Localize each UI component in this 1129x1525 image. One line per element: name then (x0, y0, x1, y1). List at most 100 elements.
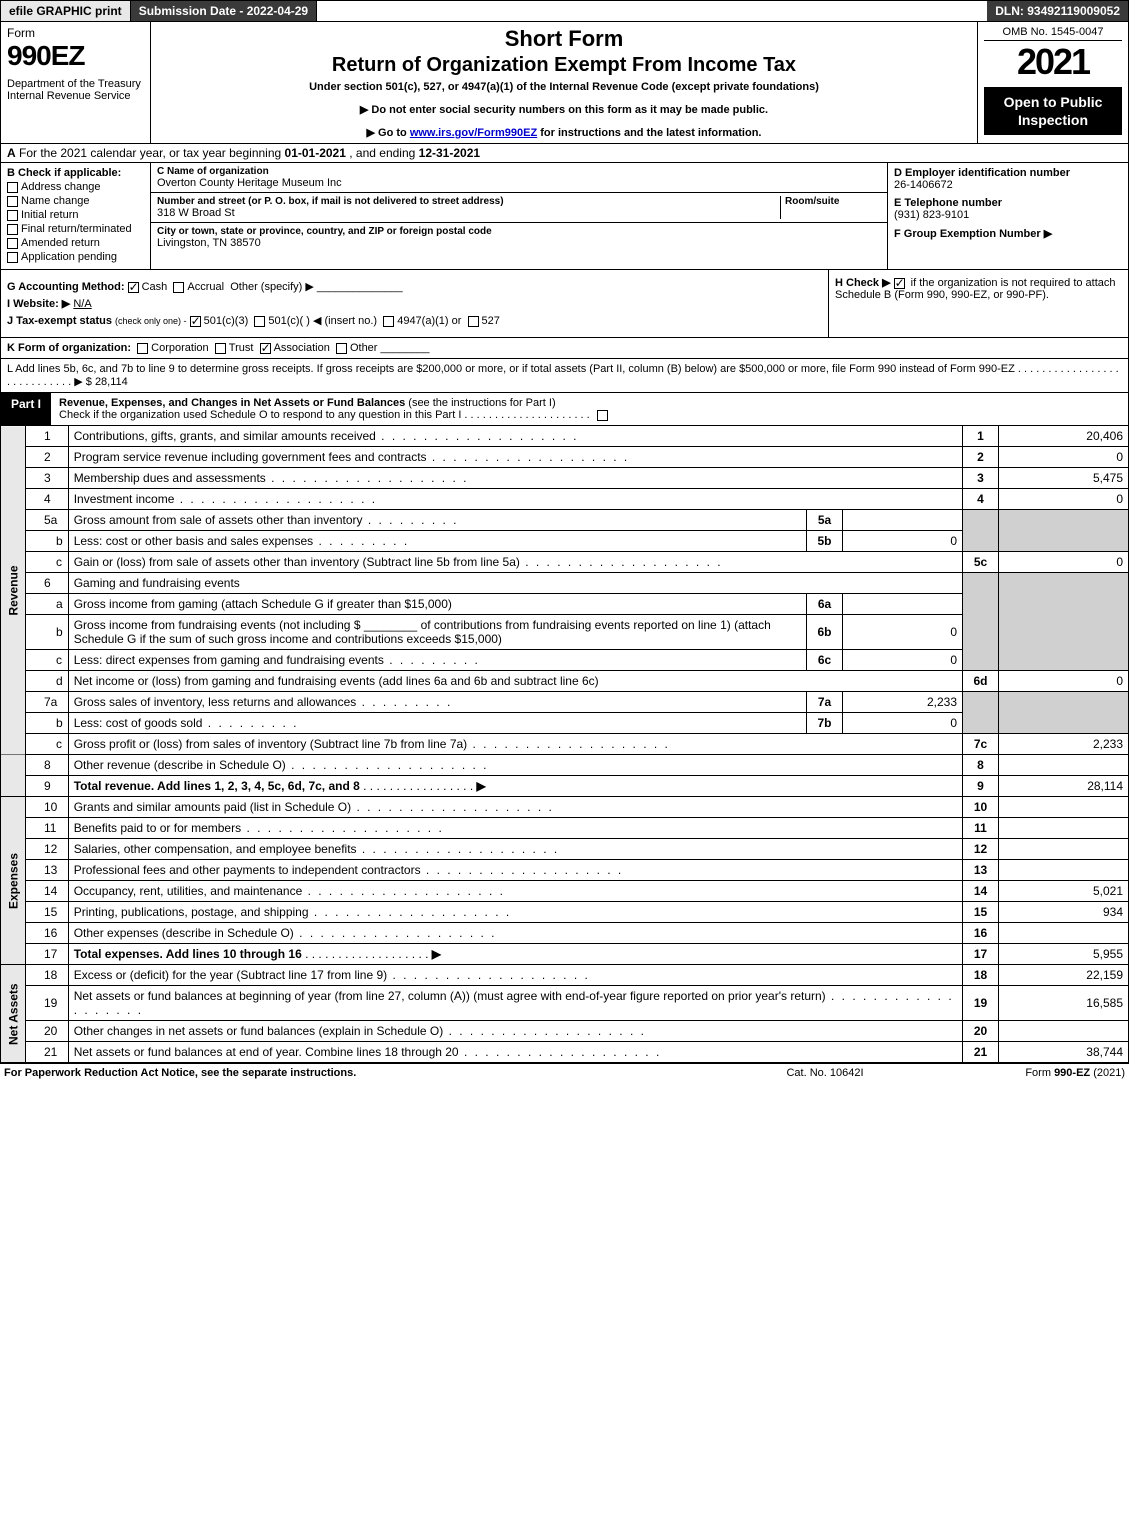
side-revenue: Revenue (1, 426, 26, 755)
l6b-d1: Gross income from fundraising events (no… (74, 618, 361, 632)
l16-val (999, 923, 1129, 944)
chk-assoc[interactable] (260, 343, 271, 354)
omb-no: OMB No. 1545-0047 (984, 26, 1122, 41)
line-21: 21Net assets or fund balances at end of … (1, 1042, 1129, 1063)
l5a-mv (843, 510, 963, 531)
chk-501c3[interactable] (190, 316, 201, 327)
website-val: N/A (73, 298, 91, 310)
l9-num: 9 (26, 776, 69, 797)
chk-address-change[interactable]: Address change (7, 181, 144, 193)
irs-link[interactable]: www.irs.gov/Form990EZ (410, 127, 537, 139)
efile-print-btn[interactable]: efile GRAPHIC print (1, 1, 131, 21)
row-k: K Form of organization: Corporation Trus… (0, 338, 1129, 359)
top-bar: efile GRAPHIC print Submission Date - 20… (0, 0, 1129, 22)
l8-val (999, 755, 1129, 776)
txt-other-org: Other (350, 342, 378, 354)
line-5b: b Less: cost or other basis and sales ex… (1, 531, 1129, 552)
l6b-mv: 0 (843, 615, 963, 650)
chk-trust[interactable] (215, 343, 226, 354)
l4-num: 4 (26, 489, 69, 510)
l18-num: 18 (26, 965, 69, 986)
l14-desc: Occupancy, rent, utilities, and maintena… (68, 881, 962, 902)
chk-4947[interactable] (383, 316, 394, 327)
block-h: H Check ▶ if the organization is not req… (828, 270, 1128, 337)
l7b-mv: 0 (843, 713, 963, 734)
subtitle: Under section 501(c), 527, or 4947(a)(1)… (159, 81, 969, 93)
ein-sec: D Employer identification number 26-1406… (894, 167, 1122, 191)
l6-num: 6 (26, 573, 69, 594)
row-a: A For the 2021 calendar year, or tax yea… (0, 144, 1129, 163)
org-name-cell: C Name of organization Overton County He… (151, 163, 887, 193)
l7a-num: 7a (26, 692, 69, 713)
l17-box: 17 (963, 944, 999, 965)
line-i: I Website: ▶ N/A (7, 297, 822, 310)
l11-num: 11 (26, 818, 69, 839)
chk-other-org[interactable] (336, 343, 347, 354)
l14-val: 5,021 (999, 881, 1129, 902)
line-13: 13Professional fees and other payments t… (1, 860, 1129, 881)
l3-val: 5,475 (999, 468, 1129, 489)
chk-initial-return[interactable]: Initial return (7, 209, 144, 221)
l6a-num: a (26, 594, 69, 615)
l13-num: 13 (26, 860, 69, 881)
l10-num: 10 (26, 797, 69, 818)
chk-h[interactable] (894, 278, 905, 289)
city-lbl: City or town, state or province, country… (157, 226, 881, 237)
l6-shade (963, 573, 999, 671)
l1-val: 20,406 (999, 426, 1129, 447)
side-rev-cont (1, 755, 26, 797)
l7c-val: 2,233 (999, 734, 1129, 755)
block-ghij: G Accounting Method: Cash Accrual Other … (0, 270, 1129, 338)
chk-final-return[interactable]: Final return/terminated (7, 223, 144, 235)
l7c-box: 7c (963, 734, 999, 755)
l13-desc: Professional fees and other payments to … (68, 860, 962, 881)
l20-desc: Other changes in net assets or fund bala… (68, 1021, 962, 1042)
footer-right-post: (2021) (1093, 1067, 1125, 1079)
chk-527[interactable] (468, 316, 479, 327)
street: 318 W Broad St (157, 207, 776, 219)
l5a-mini: 5a (807, 510, 843, 531)
header-right: OMB No. 1545-0047 2021 Open to Public In… (978, 22, 1128, 143)
l7b-desc: Less: cost of goods sold (68, 713, 806, 734)
line-9: 9 Total revenue. Add lines 1, 2, 3, 4, 5… (1, 776, 1129, 797)
k-lbl: K Form of organization: (7, 342, 131, 354)
chk-application-pending[interactable]: Application pending (7, 251, 144, 263)
chk-cash[interactable] (128, 282, 139, 293)
txt-corp: Corporation (151, 342, 208, 354)
line-5a: 5a Gross amount from sale of assets othe… (1, 510, 1129, 531)
chk-501c[interactable] (254, 316, 265, 327)
l11-box: 11 (963, 818, 999, 839)
side-netassets: Net Assets (1, 965, 26, 1063)
l6d-desc: Net income or (loss) from gaming and fun… (68, 671, 962, 692)
txt-other: Other (specify) ▶ (230, 281, 314, 293)
l1-desc: Contributions, gifts, grants, and simila… (68, 426, 962, 447)
l6a-desc: Gross income from gaming (attach Schedul… (68, 594, 806, 615)
l5ab-shade (963, 510, 999, 552)
chk-corp[interactable] (137, 343, 148, 354)
l15-desc: Printing, publications, postage, and shi… (68, 902, 962, 923)
l5b-mini: 5b (807, 531, 843, 552)
l3-desc: Membership dues and assessments (68, 468, 962, 489)
l20-num: 20 (26, 1021, 69, 1042)
l17-val: 5,955 (999, 944, 1129, 965)
txt-assoc: Association (274, 342, 330, 354)
l6c-desc: Less: direct expenses from gaming and fu… (68, 650, 806, 671)
lines-table: Revenue 1 Contributions, gifts, grants, … (0, 426, 1129, 1063)
line-16: 16Other expenses (describe in Schedule O… (1, 923, 1129, 944)
line-12: 12Salaries, other compensation, and empl… (1, 839, 1129, 860)
chk-schedule-o[interactable] (597, 410, 608, 421)
l19-num: 19 (26, 986, 69, 1021)
l2-num: 2 (26, 447, 69, 468)
j-lbl: J Tax-exempt status (7, 315, 112, 327)
l5b-desc: Less: cost or other basis and sales expe… (68, 531, 806, 552)
part1-desc: Revenue, Expenses, and Changes in Net As… (51, 393, 1128, 425)
l6-shade-v (999, 573, 1129, 671)
l20-box: 20 (963, 1021, 999, 1042)
l3-box: 3 (963, 468, 999, 489)
l7ab-shade (963, 692, 999, 734)
l6c-mini: 6c (807, 650, 843, 671)
l6-desc: Gaming and fundraising events (68, 573, 962, 594)
chk-name-change[interactable]: Name change (7, 195, 144, 207)
chk-accrual[interactable] (173, 282, 184, 293)
chk-amended-return[interactable]: Amended return (7, 237, 144, 249)
